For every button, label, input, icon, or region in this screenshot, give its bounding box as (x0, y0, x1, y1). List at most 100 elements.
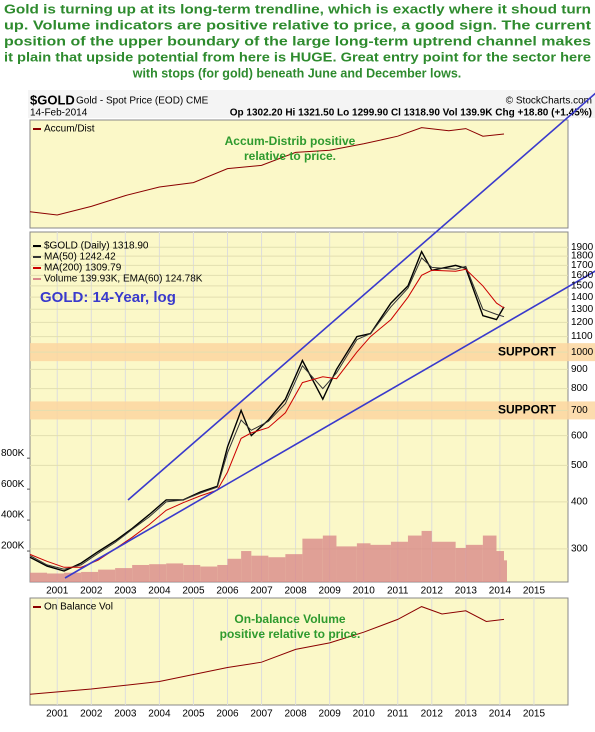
volume-bar (421, 530, 432, 582)
x-tick-label: 2013 (455, 586, 478, 597)
x-tick-label: 2002 (80, 586, 103, 597)
volume-bar (482, 535, 497, 582)
series-line (29, 127, 505, 216)
y-tick-label: 600 (571, 430, 588, 441)
x-tick-label: 2012 (421, 709, 444, 720)
volume-bar (285, 554, 303, 582)
annotation: relative to price. (244, 149, 336, 163)
x-tick-label: 2003 (114, 709, 137, 720)
volume-bar (115, 568, 133, 582)
volume-bar (200, 566, 218, 582)
x-tick-label: 2015 (523, 709, 546, 720)
quote: Op 1302.20 Hi 1321.50 Lo 1299.90 Cl 1318… (230, 108, 592, 119)
x-tick-label: 2011 (387, 709, 409, 720)
volume-bar (30, 572, 48, 582)
x-tick-label: 2011 (387, 586, 409, 597)
x-tick-label: 2008 (284, 586, 307, 597)
symbol: $GOLD (30, 92, 75, 107)
instrument-name: Gold - Spot Price (EOD) CME (76, 96, 209, 107)
volume-bar (455, 547, 466, 582)
x-tick-label: 2009 (319, 709, 342, 720)
volume-bar (227, 558, 242, 582)
x-tick-label: 2004 (148, 709, 171, 720)
volume-bar (390, 541, 408, 582)
volume-bar (322, 535, 337, 582)
plots (27, 119, 595, 706)
y-tick-label: 1100 (571, 331, 593, 342)
legend-label: Volume 139.93K, EMA(60) 124.78K (44, 274, 203, 285)
legend-label: $GOLD (Daily) 1318.90 (44, 241, 149, 252)
x-tick-label: 2014 (489, 709, 512, 720)
y-tick-label: 1900 (571, 242, 594, 253)
y-tick-label: 500 (571, 460, 588, 471)
x-tick-label: 2015 (523, 586, 546, 597)
volume-bar (465, 544, 483, 582)
upper-trendline (127, 92, 595, 501)
y-tick-label: 1500 (571, 281, 594, 292)
panel (29, 597, 569, 706)
volume-bar (496, 551, 504, 582)
x-tick-label: 2001 (46, 586, 69, 597)
panel (29, 119, 569, 229)
x-tick-label: 2012 (421, 586, 444, 597)
legend-label: Accum/Dist (44, 124, 95, 135)
x-tick-label: 2010 (353, 709, 376, 720)
x-tick-label: 2006 (216, 586, 239, 597)
legend-label: MA(50) 1242.42 (44, 252, 116, 263)
volume-bar (183, 564, 201, 582)
y-tick-label: 1400 (571, 292, 594, 303)
x-tick-label: 2007 (250, 709, 273, 720)
series-line (29, 606, 505, 695)
labels: Accum/Dist Accum-Distrib positiverelative… (1, 124, 594, 720)
x-tick-label: 2002 (80, 709, 103, 720)
x-tick-label: 2005 (182, 586, 205, 597)
volume-bar (302, 538, 323, 582)
x-tick-label: 2005 (182, 709, 205, 720)
date: 14-Feb-2014 (30, 108, 88, 119)
y-tick-label: 1300 (571, 304, 594, 315)
volume-bar (356, 543, 371, 582)
annotation: Accum-Distrib positive (225, 134, 356, 148)
volume-bar (64, 572, 82, 582)
volume-bar (81, 571, 99, 582)
y-tick-label: 1000 (571, 347, 594, 358)
annotation: On-balance Volume (234, 612, 345, 626)
y-tick-label: 900 (571, 364, 588, 375)
x-tick-label: 2001 (46, 709, 69, 720)
volume-bar (503, 560, 507, 582)
lower-trendline (64, 270, 595, 579)
commentary-line: Gold is turning up at its long-term tren… (4, 2, 591, 16)
volume-bar (132, 564, 150, 582)
legend-label: MA(200) 1309.79 (44, 263, 122, 274)
y-tick-label: 700 (571, 405, 588, 416)
y2-tick-label: 800K (1, 448, 25, 459)
series-line (29, 257, 505, 570)
x-tick-label: 2009 (319, 586, 342, 597)
volume-bar (251, 555, 269, 582)
support-label: SUPPORT (498, 403, 557, 417)
x-tick-label: 2008 (284, 709, 307, 720)
x-tick-label: 2007 (250, 586, 273, 597)
x-tick-label: 2013 (455, 709, 478, 720)
support-label: SUPPORT (498, 344, 557, 358)
volume-bar (166, 563, 184, 582)
annotation: GOLD: 14-Year, log (40, 289, 176, 306)
y-tick-label: 300 (571, 544, 588, 555)
legend-label: On Balance Vol (44, 602, 113, 613)
y2-tick-label: 600K (1, 479, 25, 490)
x-tick-label: 2014 (489, 586, 512, 597)
y2-tick-label: 400K (1, 510, 25, 521)
commentary-line: up. Volume indicators are positive relat… (4, 18, 592, 32)
volume-bar (370, 544, 391, 582)
credit: © StockCharts.com (506, 96, 592, 107)
y-tick-label: 400 (571, 497, 588, 508)
y-tick-label: 1200 (571, 317, 594, 328)
y-tick-label: 1700 (571, 260, 594, 271)
volume-bar (431, 541, 456, 582)
commentary-line: position of the upper boundary of the la… (4, 34, 591, 48)
volume-bar (241, 551, 252, 582)
volume-bar (336, 546, 357, 582)
y-tick-label: 800 (571, 383, 588, 394)
y-tick-label: 1800 (571, 251, 594, 262)
